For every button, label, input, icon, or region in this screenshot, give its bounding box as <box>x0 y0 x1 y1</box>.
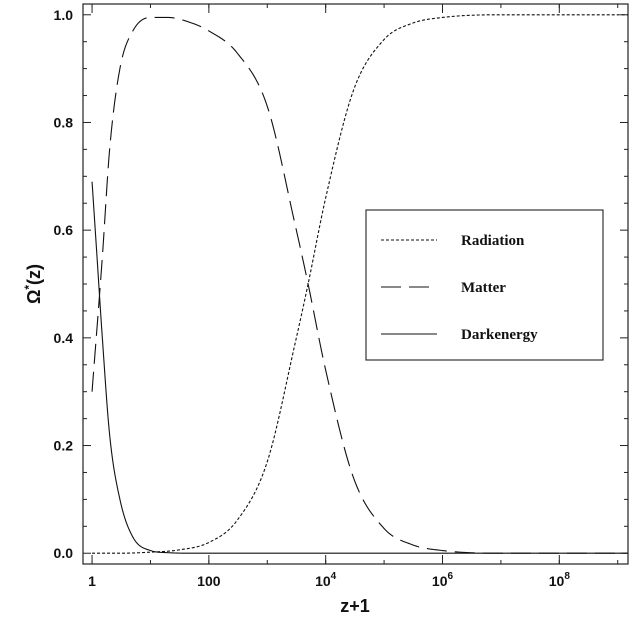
y-tick-label: 0.0 <box>54 545 74 561</box>
x-axis-title: z+1 <box>340 596 370 616</box>
y-tick-label: 1.0 <box>54 7 74 23</box>
x-tick-label: 106 <box>432 571 454 589</box>
y-tick-label: 0.2 <box>54 438 74 454</box>
x-tick-label: 100 <box>197 573 221 589</box>
x-tick-label: 1 <box>88 573 96 589</box>
y-axis-title-tail: (z) <box>24 264 44 285</box>
x-tick-label: 108 <box>549 571 571 589</box>
legend-label-darkenergy: Darkenergy <box>461 327 538 343</box>
y-axis-title: Ω*(z) <box>22 264 44 304</box>
legend-label-matter: Matter <box>461 280 506 296</box>
y-tick-label: 0.6 <box>54 222 74 238</box>
legend-label-radiation: Radiation <box>461 233 525 249</box>
y-axis-title-main: Ω <box>24 290 44 304</box>
x-tick-label: 104 <box>315 571 337 589</box>
y-tick-label: 0.4 <box>54 330 74 346</box>
legend: Radiation Matter Darkenergy <box>366 210 603 360</box>
y-tick-label: 0.8 <box>54 114 74 130</box>
